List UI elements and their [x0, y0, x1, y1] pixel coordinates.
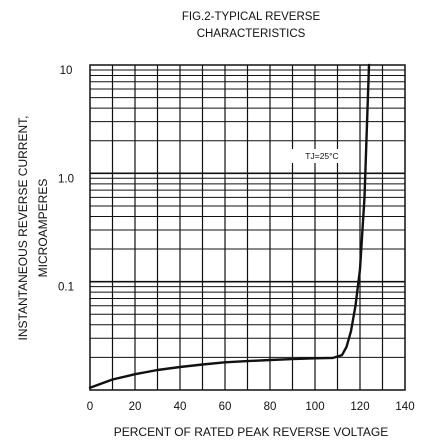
y-tick-label: 10: [60, 65, 73, 77]
y-tick-label: 1.0: [58, 173, 74, 185]
x-axis-label: PERCENT OF RATED PEAK REVERSE VOLTAGE: [114, 425, 389, 439]
x-tick-labels: 0 20 40 60 80 100 120 140: [87, 401, 415, 413]
y-tick-label: 0.1: [58, 282, 74, 294]
x-tick-label: 60: [219, 401, 232, 413]
y-axis-label-line2: MICROAMPERES: [36, 179, 50, 278]
x-tick-label: 140: [395, 401, 414, 413]
x-tick-label: 40: [174, 401, 187, 413]
chart-title-line2: CHARACTERISTICS: [197, 28, 306, 40]
x-tick-label: 100: [305, 401, 324, 413]
temperature-annotation: TJ=25°C: [290, 149, 355, 163]
x-tick-label: 20: [129, 401, 142, 413]
plot-curve-layer: [88, 63, 371, 389]
plot-frame: [89, 64, 406, 391]
y-axis-label-line1: INSTANTANEOUS REVERSE CURRENT,: [16, 116, 30, 341]
plot-grid: [90, 65, 405, 390]
y-tick-labels: 10 1.0 0.1: [58, 65, 74, 294]
chart-title-line1: FIG.2-TYPICAL REVERSE: [182, 11, 321, 23]
x-tick-label: 0: [87, 401, 93, 413]
x-tick-label: 80: [264, 401, 277, 413]
reverse-current-curve: [88, 63, 371, 389]
x-tick-label: 120: [350, 401, 369, 413]
annotation-label: TJ=25°C: [305, 151, 338, 161]
annotation-background: [290, 149, 355, 163]
